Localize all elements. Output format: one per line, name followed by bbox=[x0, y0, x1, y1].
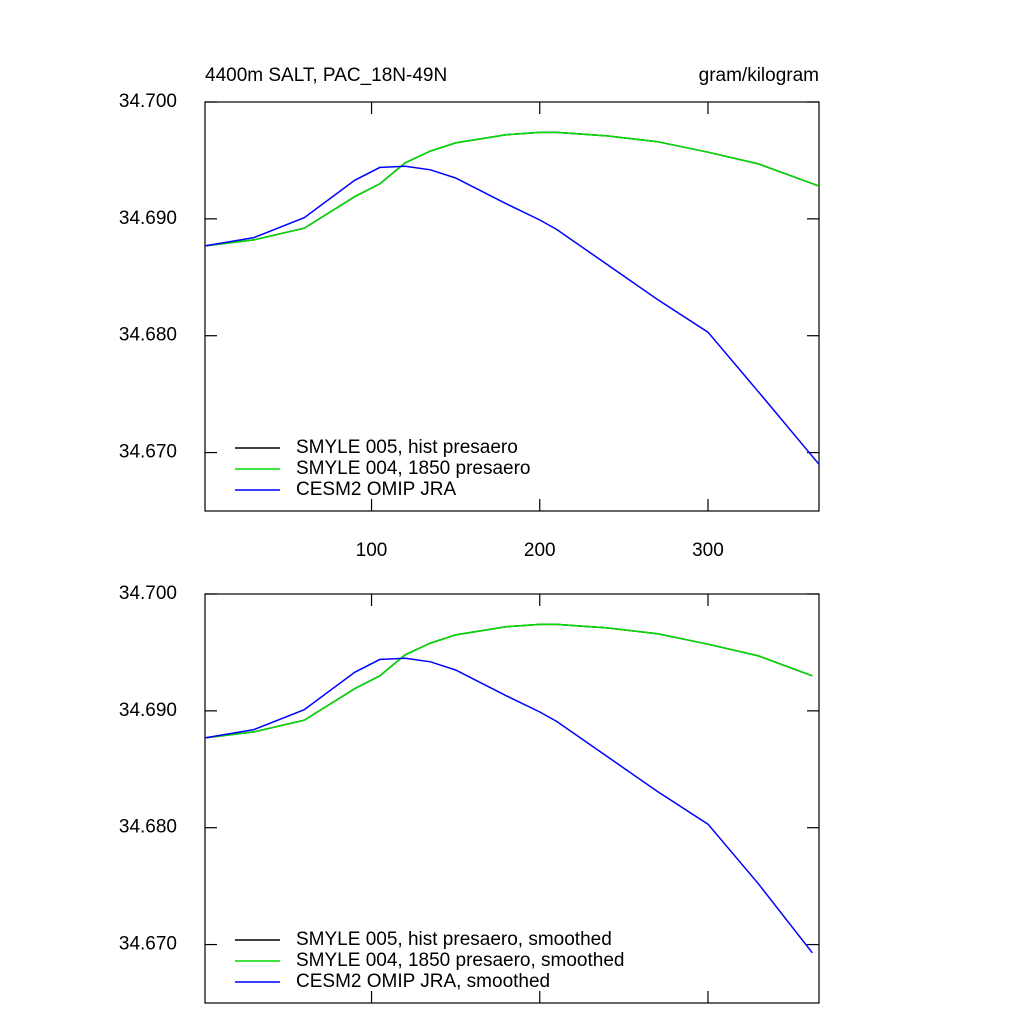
series-line bbox=[204, 623, 813, 739]
y-tick-label: 34.680 bbox=[119, 817, 177, 838]
legend-label: SMYLE 004, 1850 presaero bbox=[296, 458, 531, 479]
y-tick-label: 34.670 bbox=[119, 442, 177, 463]
series-line bbox=[204, 657, 813, 954]
x-tick-label: 200 bbox=[524, 540, 556, 561]
legend-label: SMYLE 005, hist presaero, smoothed bbox=[296, 929, 612, 950]
chart-title: 4400m SALT, PAC_18N-49N bbox=[205, 65, 447, 86]
y-tick-label: 34.700 bbox=[119, 91, 177, 112]
y-tick-label: 34.690 bbox=[119, 208, 177, 229]
x-tick-label: 300 bbox=[692, 540, 724, 561]
y-tick-label: 34.690 bbox=[119, 700, 177, 721]
series-line bbox=[204, 165, 820, 465]
y-tick-label: 34.670 bbox=[119, 934, 177, 955]
plot-frame bbox=[204, 593, 820, 1004]
series-line bbox=[204, 623, 813, 739]
legend-label: SMYLE 005, hist presaero bbox=[296, 437, 518, 458]
series-line bbox=[204, 131, 820, 247]
x-tick-label: 100 bbox=[356, 540, 388, 561]
plot-frame bbox=[204, 101, 820, 512]
units-label: gram/kilogram bbox=[699, 65, 819, 86]
y-tick-label: 34.680 bbox=[119, 325, 177, 346]
legend-label: SMYLE 004, 1850 presaero, smoothed bbox=[296, 950, 624, 971]
series-line bbox=[204, 131, 820, 247]
legend-label: CESM2 OMIP JRA, smoothed bbox=[296, 971, 550, 992]
y-tick-label: 34.700 bbox=[119, 583, 177, 604]
legend-label: CESM2 OMIP JRA bbox=[296, 479, 456, 500]
